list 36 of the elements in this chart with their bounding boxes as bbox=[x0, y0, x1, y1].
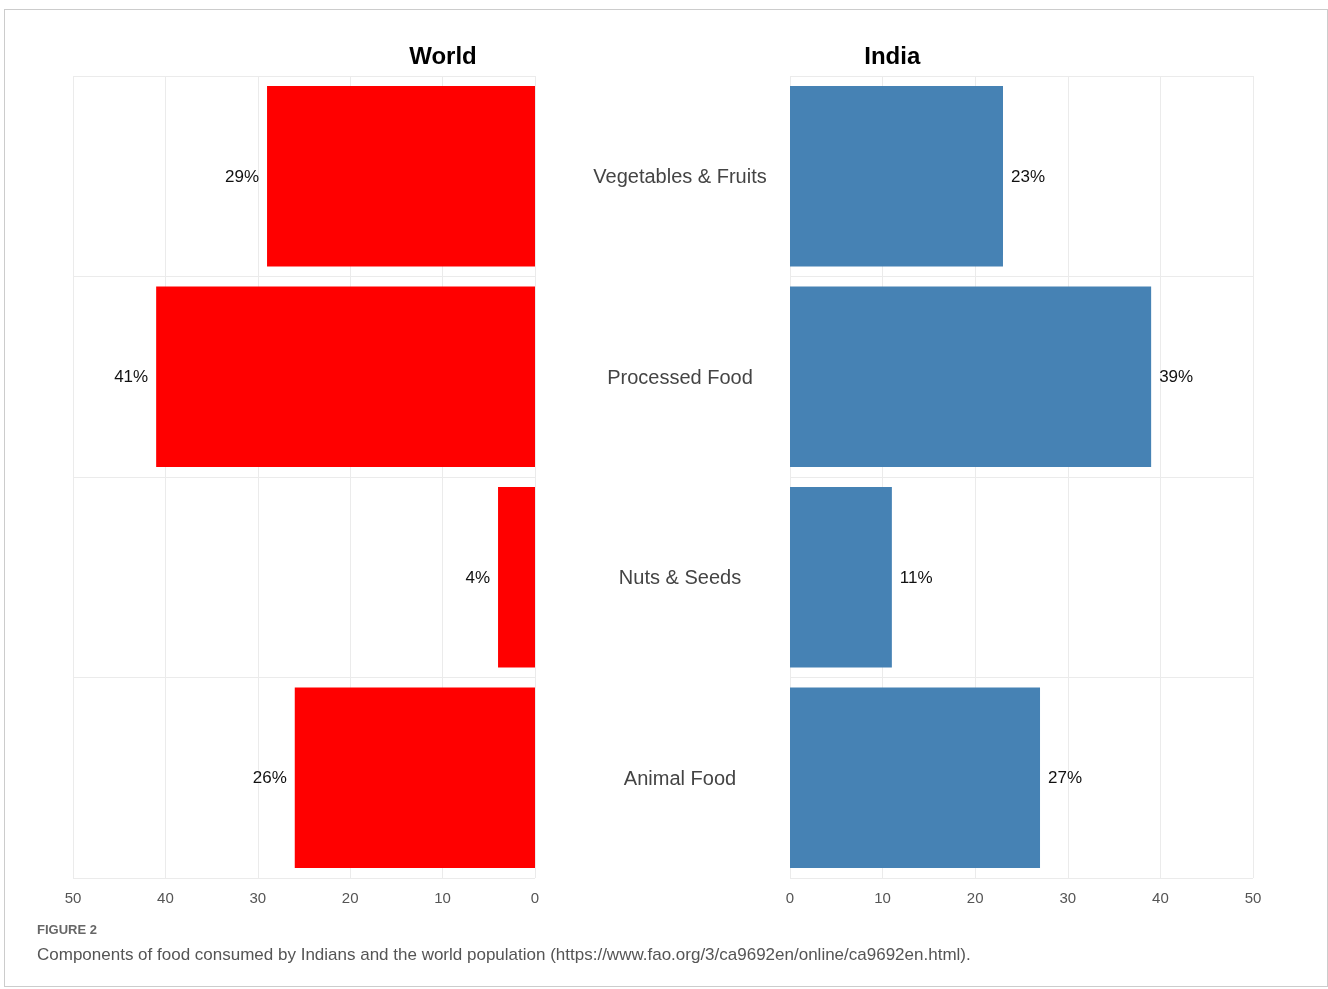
bar bbox=[294, 687, 535, 868]
x-tick-label: 10 bbox=[434, 889, 451, 906]
text: Components of food consumed by Indians and the world population (https://www.fao.org/3/ca9692en/online/ca9692en.html). bbox=[37, 945, 972, 965]
data-label: 29% bbox=[225, 166, 260, 186]
y-tick-label: Nuts & Seeds bbox=[618, 566, 742, 589]
x-tick-label: 50 bbox=[64, 889, 82, 906]
bar bbox=[790, 86, 1003, 267]
data-label: 27% bbox=[1048, 768, 1083, 788]
x-tick-label: 0 bbox=[530, 889, 540, 906]
data-label: 11% bbox=[899, 567, 933, 587]
y-tick-label: Animal Food bbox=[623, 766, 737, 789]
x-tick-label: 40 bbox=[157, 889, 174, 906]
y-tick-label: Processed Food bbox=[607, 365, 753, 388]
x-tick-label: 30 bbox=[249, 889, 267, 906]
x-tick-label: 50 bbox=[1244, 889, 1262, 906]
x-tick-label: 20 bbox=[966, 889, 984, 906]
x-tick-label: 40 bbox=[1152, 889, 1169, 906]
bar bbox=[156, 286, 535, 467]
x-tick-label: 30 bbox=[1059, 889, 1077, 906]
x-tick-label: 10 bbox=[874, 889, 891, 906]
x-tick-label: 0 bbox=[785, 889, 795, 906]
data-label: 26% bbox=[252, 768, 287, 788]
chart-title: World bbox=[409, 41, 477, 69]
bar bbox=[267, 86, 535, 267]
bar bbox=[498, 487, 535, 668]
data-label: 39% bbox=[1159, 367, 1194, 387]
caption: FIGURE 2 bbox=[37, 922, 98, 937]
x-tick-label: 20 bbox=[341, 889, 359, 906]
y-tick-label: Vegetables & Fruits bbox=[593, 165, 767, 188]
chart-title: India bbox=[864, 41, 921, 69]
data-label: 41% bbox=[114, 367, 149, 387]
data-label: 23% bbox=[1010, 166, 1046, 186]
data-label: 4% bbox=[465, 567, 491, 587]
bar bbox=[790, 286, 1152, 467]
bar bbox=[790, 687, 1041, 868]
bar bbox=[790, 487, 892, 668]
